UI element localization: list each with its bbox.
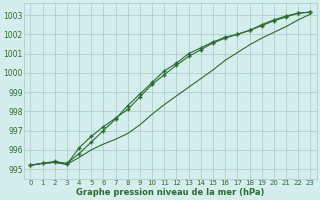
- X-axis label: Graphe pression niveau de la mer (hPa): Graphe pression niveau de la mer (hPa): [76, 188, 265, 197]
